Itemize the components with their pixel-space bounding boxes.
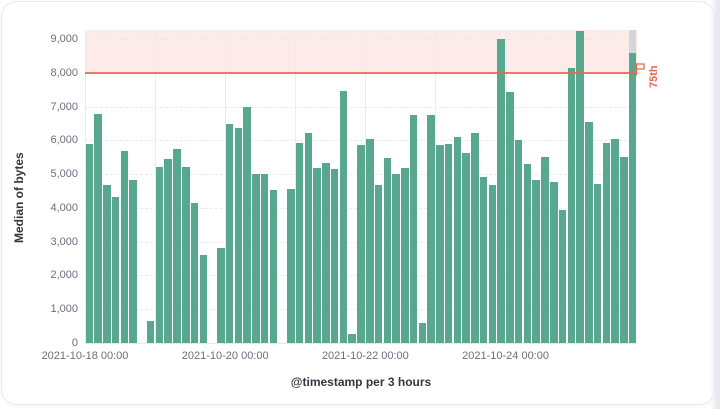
bar[interactable]	[357, 144, 365, 343]
y-tick-label: 0	[71, 337, 78, 349]
bar[interactable]	[392, 173, 400, 343]
y-tick-label: 9,000	[50, 32, 78, 45]
x-tick-label: 2021-10-20 00:00	[181, 350, 269, 362]
y-tick-label: 8,000	[50, 66, 78, 79]
bar[interactable]	[217, 248, 225, 343]
bar[interactable]	[94, 114, 102, 343]
bar[interactable]	[471, 132, 479, 343]
vertical-gridline	[505, 30, 507, 343]
bar[interactable]	[225, 123, 234, 343]
threshold-line[interactable]	[85, 71, 637, 74]
bar[interactable]	[146, 321, 155, 343]
bar[interactable]	[462, 153, 470, 343]
bar[interactable]	[523, 163, 532, 343]
y-tick-label: 2,000	[50, 269, 78, 282]
y-tick-label: 6,000	[50, 134, 78, 147]
y-axis-title: Median of bytes	[12, 152, 26, 243]
threshold-flag-icon[interactable]	[635, 63, 646, 76]
bar[interactable]	[453, 136, 462, 343]
y-tick-label: 7,000	[50, 100, 78, 113]
bar[interactable]	[444, 143, 453, 343]
y-tick-label: 5,000	[50, 168, 78, 181]
bar[interactable]	[506, 92, 514, 343]
bar[interactable]	[401, 167, 409, 343]
bar[interactable]	[488, 184, 497, 343]
bar[interactable]	[330, 168, 339, 343]
bar[interactable]	[304, 132, 313, 343]
threshold-label: 75th	[648, 65, 660, 88]
bar[interactable]	[190, 203, 199, 343]
bar[interactable]	[514, 140, 523, 343]
bar[interactable]	[479, 177, 488, 343]
bar[interactable]	[497, 38, 505, 343]
vertical-gridline	[295, 30, 297, 343]
bar[interactable]	[129, 179, 137, 343]
bar[interactable]	[103, 184, 111, 343]
threshold-shaded-region	[85, 30, 637, 73]
vertical-gridline	[225, 30, 227, 343]
bar[interactable]	[418, 323, 427, 343]
bar[interactable]	[602, 143, 611, 343]
bar[interactable]	[348, 333, 356, 343]
y-tick-label: 3,000	[50, 235, 78, 248]
vertical-gridline	[155, 30, 157, 343]
bar[interactable]	[549, 181, 558, 343]
bar[interactable]	[173, 149, 181, 343]
vertical-gridline	[575, 30, 577, 343]
bar[interactable]	[541, 157, 549, 343]
bar[interactable]	[269, 189, 278, 343]
bar[interactable]	[181, 167, 190, 343]
vertical-gridline	[365, 30, 367, 343]
bar[interactable]	[620, 156, 628, 343]
x-tick-label: 2021-10-18 00:00	[41, 350, 129, 362]
bar[interactable]	[365, 138, 374, 343]
horizontal-gridline	[85, 140, 637, 142]
bar[interactable]	[322, 162, 330, 343]
bar[interactable]	[234, 128, 243, 343]
page-background-edge	[710, 0, 720, 409]
bar[interactable]	[383, 157, 392, 343]
vertical-gridline	[85, 30, 86, 343]
bar[interactable]	[593, 184, 602, 343]
bar[interactable]	[199, 254, 208, 343]
bar[interactable]	[628, 53, 637, 343]
horizontal-gridline	[85, 38, 637, 40]
bar[interactable]	[111, 197, 120, 343]
bar[interactable]	[252, 174, 260, 343]
partial-bucket-highlight	[628, 30, 637, 54]
bar[interactable]	[585, 121, 593, 343]
bar[interactable]	[295, 143, 304, 343]
chart-panel: Median of bytes 0 1,000 2,000 3,000 4,000 5,0…	[1, 1, 715, 405]
bar[interactable]	[576, 30, 584, 343]
bar[interactable]	[611, 138, 619, 343]
plot-area	[85, 30, 637, 344]
y-tick-label: 1,000	[50, 303, 78, 316]
bar[interactable]	[436, 144, 444, 343]
bar[interactable]	[85, 143, 94, 343]
bar[interactable]	[339, 91, 348, 343]
bar[interactable]	[313, 168, 321, 343]
x-tick-label: 2021-10-22 00:00	[321, 350, 409, 362]
x-axis-title: @timestamp per 3 hours	[290, 375, 432, 389]
bar[interactable]	[409, 114, 418, 343]
bar[interactable]	[567, 68, 576, 343]
bar[interactable]	[260, 174, 269, 343]
bar[interactable]	[374, 185, 383, 343]
bar[interactable]	[243, 106, 251, 343]
bar[interactable]	[164, 158, 172, 343]
x-tick-label: 2021-10-24 00:00	[462, 350, 549, 362]
horizontal-gridline	[85, 106, 637, 108]
y-tick-label: 4,000	[50, 201, 78, 214]
bar[interactable]	[155, 167, 164, 343]
bar[interactable]	[427, 114, 435, 343]
bar[interactable]	[120, 151, 129, 343]
vertical-gridline	[435, 30, 437, 343]
bar[interactable]	[532, 179, 540, 343]
bar[interactable]	[558, 210, 567, 343]
bar[interactable]	[287, 188, 295, 343]
